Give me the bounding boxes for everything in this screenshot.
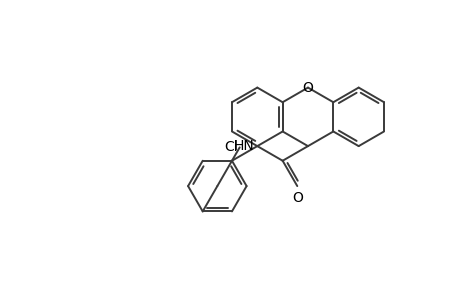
Text: O: O [302, 81, 313, 94]
Text: Cl: Cl [224, 140, 238, 154]
Text: HN: HN [233, 139, 254, 153]
Text: O: O [291, 191, 302, 206]
